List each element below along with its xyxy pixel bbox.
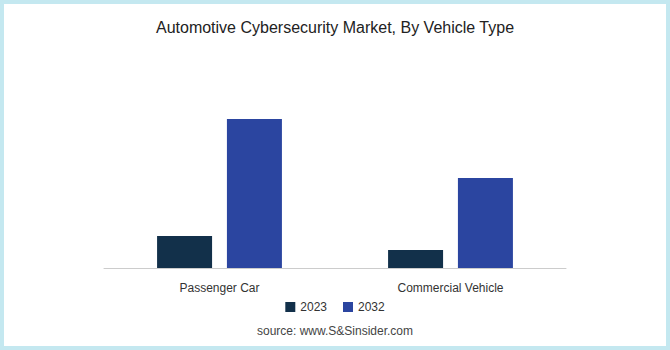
svg-text:2023: 2023 <box>300 300 327 314</box>
svg-text:Automotive Cybersecurity Marke: Automotive Cybersecurity Market, By Vehi… <box>156 19 514 36</box>
svg-text:Passenger Car: Passenger Car <box>179 281 259 295</box>
svg-text:source: www.S&Sinsider.com: source: www.S&Sinsider.com <box>257 324 413 338</box>
svg-text:2032: 2032 <box>358 300 385 314</box>
svg-text:Commercial Vehicle: Commercial Vehicle <box>397 281 503 295</box>
